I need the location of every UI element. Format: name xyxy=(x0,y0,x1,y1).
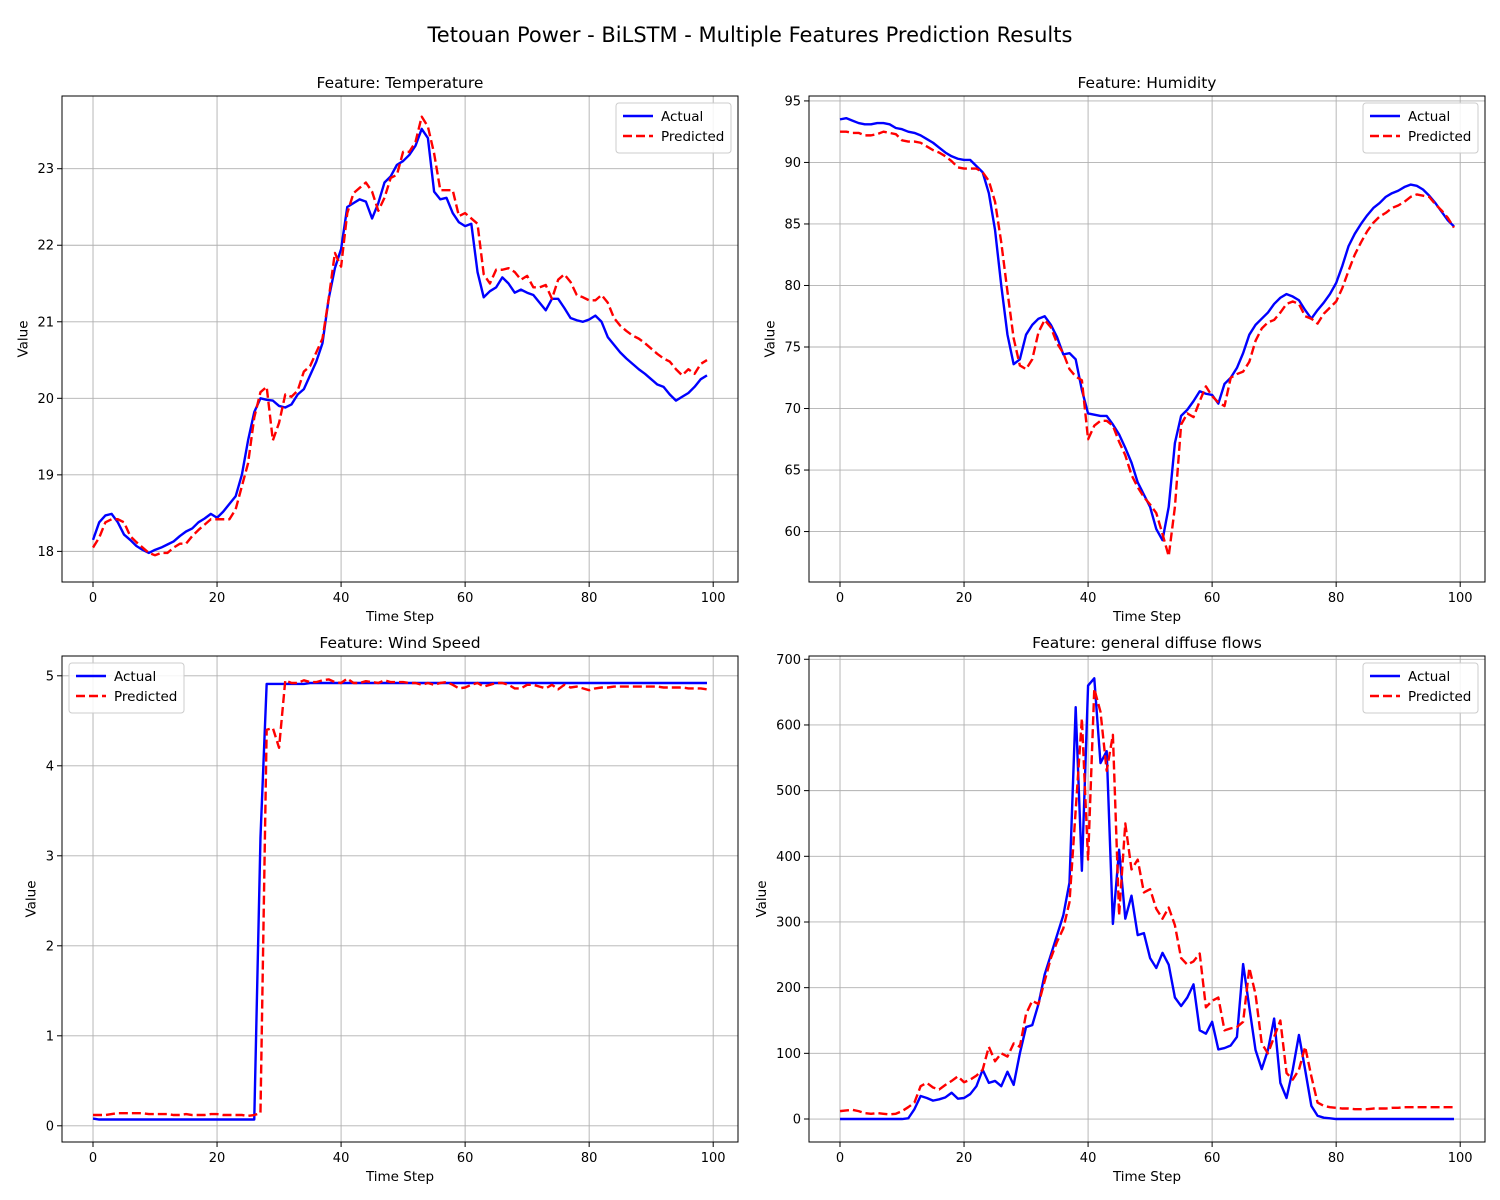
y-tick-label: 95 xyxy=(784,94,801,109)
y-tick-label: 70 xyxy=(784,402,801,417)
subplot-title: Feature: Wind Speed xyxy=(319,634,480,652)
x-tick-label: 40 xyxy=(333,591,350,606)
y-tick-label: 500 xyxy=(776,784,801,799)
legend-label-actual: Actual xyxy=(661,109,703,125)
axes-frame xyxy=(808,95,1486,583)
x-axis-label: Time Step xyxy=(1112,609,1181,625)
y-tick-label: 400 xyxy=(776,850,801,865)
x-tick-label: 100 xyxy=(701,1151,726,1166)
x-tick-label: 20 xyxy=(209,591,226,606)
legend: Actual Predicted xyxy=(1362,662,1479,714)
series-line-actual xyxy=(91,127,708,555)
x-axis-label: Time Step xyxy=(365,1169,434,1185)
y-tick-label: 21 xyxy=(37,315,54,330)
x-tick-label: 40 xyxy=(1080,1151,1097,1166)
axes-frame xyxy=(808,655,1486,1143)
x-tick-label: 20 xyxy=(956,1151,973,1166)
x-tick-label: 60 xyxy=(1204,1151,1221,1166)
y-tick-label: 700 xyxy=(776,653,801,668)
y-axis-label: Value xyxy=(754,880,770,917)
y-tick-label: 80 xyxy=(784,279,801,294)
legend-label-actual: Actual xyxy=(1408,109,1450,125)
y-tick-label: 22 xyxy=(37,239,54,254)
x-axis-label: Time Step xyxy=(1112,1169,1181,1185)
legend-label-predicted: Predicted xyxy=(661,129,724,145)
x-tick-label: 100 xyxy=(1448,1151,1473,1166)
y-tick-label: 5 xyxy=(46,669,54,684)
legend-label-predicted: Predicted xyxy=(114,689,177,705)
legend: Actual Predicted xyxy=(615,102,732,154)
x-tick-label: 0 xyxy=(89,1151,97,1166)
y-tick-label: 100 xyxy=(776,1047,801,1062)
y-tick-label: 200 xyxy=(776,981,801,996)
x-tick-label: 40 xyxy=(1080,591,1097,606)
series-line-predicted xyxy=(840,130,1456,558)
legend-label-actual: Actual xyxy=(1408,669,1450,685)
series-line-predicted xyxy=(93,677,708,1118)
series-line-actual xyxy=(92,681,707,1121)
axes-frame xyxy=(61,95,739,583)
x-tick-label: 20 xyxy=(956,591,973,606)
y-tick-label: 18 xyxy=(37,545,54,560)
x-tick-label: 20 xyxy=(209,1151,226,1166)
legend: Actual Predicted xyxy=(68,662,185,714)
x-axis-label: Time Step xyxy=(365,609,434,625)
legend-label-actual: Actual xyxy=(114,669,156,685)
x-tick-label: 100 xyxy=(1448,591,1473,606)
y-tick-label: 0 xyxy=(793,1113,801,1128)
x-tick-label: 0 xyxy=(836,591,844,606)
y-tick-label: 60 xyxy=(784,525,801,540)
subplot-title: Feature: general diffuse flows xyxy=(1032,634,1262,652)
y-axis-label: Value xyxy=(762,320,778,357)
subplot-1: 0 20 40 60 80 100 18 19 20 21 22 23 Feature: Tempera… xyxy=(15,74,739,625)
series-line-actual xyxy=(840,677,1454,1121)
y-tick-label: 75 xyxy=(784,340,801,355)
subplot-title: Feature: Humidity xyxy=(1077,74,1216,92)
y-tick-label: 0 xyxy=(46,1119,54,1134)
legend-label-predicted: Predicted xyxy=(1408,689,1471,705)
subplot-4: 0 20 40 60 80 100 0 100 200 300 400 500 600 700 Featur… xyxy=(754,634,1486,1185)
y-tick-label: 65 xyxy=(784,464,801,479)
y-tick-label: 600 xyxy=(776,718,801,733)
x-tick-label: 0 xyxy=(836,1151,844,1166)
subplot-2: 0 20 40 60 80 100 60 65 70 75 80 85 90 95 Feature: Hum… xyxy=(762,74,1486,625)
y-tick-label: 20 xyxy=(37,392,54,407)
y-axis-label: Value xyxy=(24,880,40,917)
axes-frame xyxy=(61,655,739,1143)
y-tick-label: 1 xyxy=(46,1029,54,1044)
x-tick-label: 60 xyxy=(1204,591,1221,606)
series-line-predicted xyxy=(839,687,1454,1116)
figure-title: Tetouan Power - BiLSTM - Multiple Featur… xyxy=(427,23,1073,47)
x-tick-label: 80 xyxy=(1328,1151,1345,1166)
x-tick-label: 80 xyxy=(581,1151,598,1166)
series-line-predicted xyxy=(91,115,708,557)
x-tick-label: 0 xyxy=(89,591,97,606)
y-tick-label: 300 xyxy=(776,915,801,930)
subplot-title: Feature: Temperature xyxy=(317,74,484,92)
y-tick-label: 2 xyxy=(46,939,54,954)
x-tick-label: 80 xyxy=(1328,591,1345,606)
y-tick-label: 4 xyxy=(46,759,54,774)
x-tick-label: 60 xyxy=(457,1151,474,1166)
x-tick-label: 40 xyxy=(333,1151,350,1166)
series-line-actual xyxy=(839,116,1455,542)
y-tick-label: 90 xyxy=(784,156,801,171)
subplot-3: 0 20 40 60 80 100 0 1 2 3 4 5 Feature: Wind Speed Tim… xyxy=(24,634,739,1185)
x-tick-label: 80 xyxy=(581,591,598,606)
y-tick-label: 3 xyxy=(46,849,54,864)
legend: Actual Predicted xyxy=(1362,102,1479,154)
x-tick-label: 60 xyxy=(457,591,474,606)
y-tick-label: 85 xyxy=(784,217,801,232)
y-tick-label: 23 xyxy=(37,162,54,177)
y-axis-label: Value xyxy=(15,320,31,357)
y-tick-label: 19 xyxy=(37,468,54,483)
x-tick-label: 100 xyxy=(701,591,726,606)
legend-label-predicted: Predicted xyxy=(1408,129,1471,145)
